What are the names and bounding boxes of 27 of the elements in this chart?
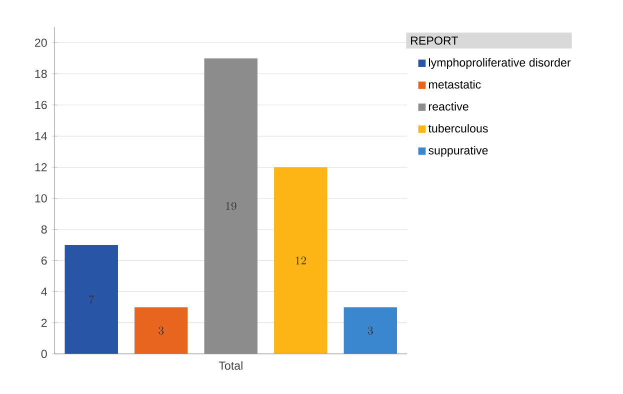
bar <box>64 244 118 354</box>
legend-label: suppurative <box>428 146 488 157</box>
legend-title: REPORT <box>411 36 458 45</box>
legend-label: tuberculous <box>428 124 488 132</box>
data-label: 19 <box>226 202 236 210</box>
y-tick-label: 0 <box>41 350 47 358</box>
data-label: 7 <box>89 295 94 304</box>
y-tick-label: 8 <box>41 225 47 234</box>
y-tick-label: 12 <box>35 162 47 172</box>
legend-label: metastatic <box>428 80 481 88</box>
bar <box>134 307 188 354</box>
bar <box>344 307 398 354</box>
y-tick-label: 10 <box>35 194 47 202</box>
y-tick-label: 6 <box>41 256 47 265</box>
y-tick-label: 4 <box>41 288 47 296</box>
y-tick-label: 20 <box>35 38 47 47</box>
data-label: 12 <box>296 256 306 264</box>
legend-label: reactive <box>428 102 468 110</box>
y-tick-label: 14 <box>35 132 47 140</box>
y-tick-label: 16 <box>35 100 47 109</box>
y-tick-label: 2 <box>41 318 47 327</box>
data-label: 3 <box>158 326 164 334</box>
data-label: 3 <box>368 326 373 334</box>
bar <box>274 167 328 354</box>
y-tick-label: 18 <box>35 70 47 78</box>
x-tick-label: Total <box>218 361 242 370</box>
legend-label: lymphoproliferative disorder <box>429 58 571 69</box>
